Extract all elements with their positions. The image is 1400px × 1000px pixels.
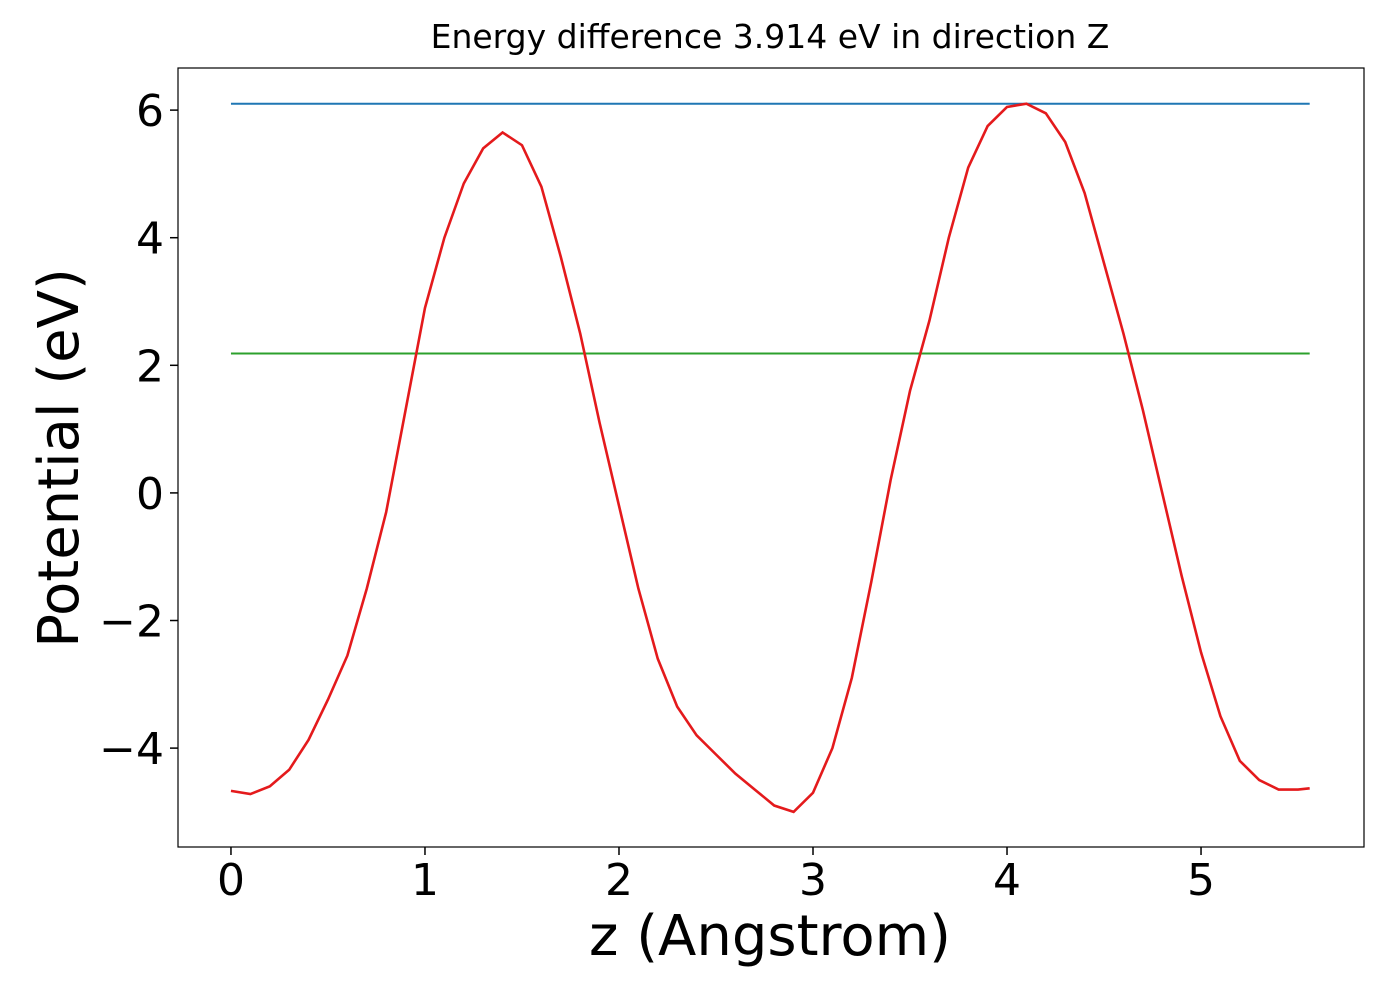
- x-axis-label: z (Angstrom): [589, 904, 951, 969]
- plot-frame: [177, 67, 1365, 848]
- x-tick-label: 1: [411, 855, 439, 906]
- y-tick-label: −4: [99, 724, 164, 775]
- x-tick-label: 0: [217, 855, 245, 906]
- y-tick-label: 0: [136, 469, 164, 520]
- y-tick-label: 4: [136, 214, 164, 265]
- y-tick-label: −2: [99, 597, 164, 648]
- x-tick-label: 2: [605, 855, 633, 906]
- chart-title: Energy difference 3.914 eV in direction …: [431, 17, 1110, 56]
- x-tick-label: 3: [799, 855, 827, 906]
- y-axis-label: Potential (eV): [27, 268, 92, 648]
- data-line: [230, 102, 1310, 814]
- y-tick-label: 2: [136, 341, 164, 392]
- x-tick-label: 5: [1187, 855, 1215, 906]
- x-tick-label: 4: [993, 855, 1021, 906]
- y-tick-label: 6: [136, 86, 164, 137]
